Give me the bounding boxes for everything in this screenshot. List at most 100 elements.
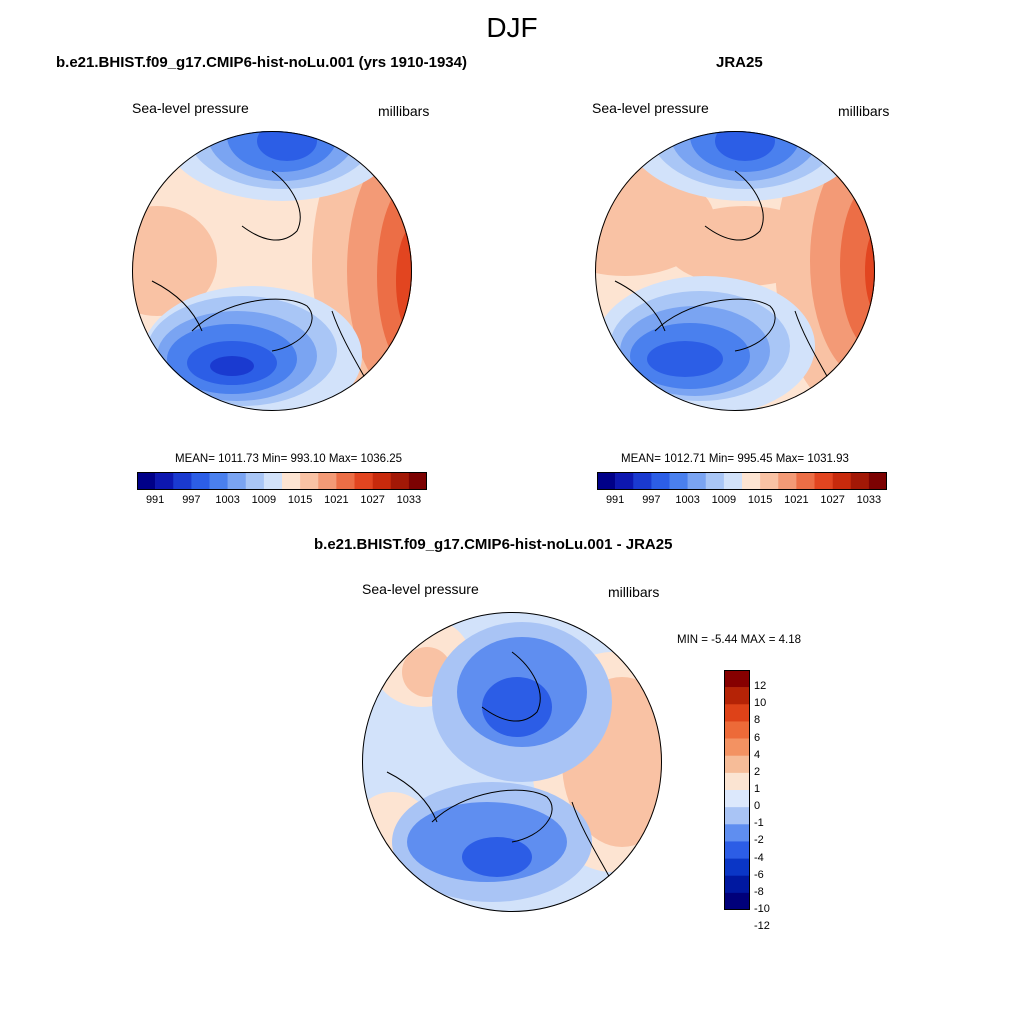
colorbar-labels-model: 991 997 1003 1009 1015 1021 1027 1033: [137, 494, 427, 508]
colorbar-swatch: [282, 472, 301, 490]
colorbar-swatch: [724, 704, 750, 722]
colorbar-diff: [724, 670, 750, 910]
colorbar-tick-label: 10: [754, 697, 767, 710]
colorbar-swatch: [724, 772, 750, 791]
colorbar-tick-label: 1021: [784, 494, 809, 506]
colorbar-swatch: [227, 472, 247, 490]
colorbar-swatch: [724, 841, 750, 859]
colorbar-swatch: [687, 472, 707, 490]
colorbar-swatch: [615, 472, 634, 490]
colorbar-swatch: [173, 472, 192, 490]
colorbar-swatch: [778, 472, 797, 490]
colorbar-tick-label: -1: [754, 817, 764, 830]
colorbar-swatch: [263, 472, 283, 490]
colorbar-border: [597, 472, 887, 490]
colorbar-swatch: [408, 472, 427, 490]
variable-label-model: Sea-level pressure: [132, 100, 249, 116]
colorbar-tick-label: 8: [754, 714, 761, 727]
colorbar-swatch: [597, 472, 616, 490]
polar-map-model: [132, 131, 412, 411]
stats-model: MEAN= 1011.73 Min= 993.10 Max= 1036.25: [175, 453, 403, 465]
colorbar-swatch: [742, 472, 761, 490]
colorbar-swatch: [723, 472, 743, 490]
figure-title: DJF: [486, 12, 538, 43]
colorbar-swatch: [724, 790, 750, 808]
colorbar-tick-label: 2: [754, 765, 761, 778]
colorbar-border: [137, 472, 427, 490]
stats-diff: MIN = -5.44 MAX = 4.18: [677, 634, 802, 646]
colorbar-swatch: [372, 472, 392, 490]
colorbar-swatch: [724, 687, 750, 705]
colorbar-tick-label: -6: [754, 868, 764, 881]
colorbar-swatch: [724, 892, 750, 910]
colorbar-tick-label: 0: [754, 800, 761, 813]
colorbar-tick-label: 991: [605, 494, 625, 506]
colorbar-labels-diff: 12 10 8 6 4 2 1 0 -1 -2 -4 -6 -8 -10 -12: [754, 670, 794, 932]
colorbar-swatch: [669, 472, 688, 490]
colorbar-tick-label: 1: [754, 783, 761, 795]
colorbar-swatch: [760, 472, 779, 490]
colorbar-tick-label: -4: [754, 851, 764, 864]
colorbar-swatch: [796, 472, 815, 490]
polar-map-diff: [362, 612, 662, 912]
variable-label-diff: Sea-level pressure: [362, 581, 479, 597]
panel-title-obs: JRA25: [716, 54, 763, 71]
polar-map-obs: [595, 131, 875, 411]
colorbar-swatch: [724, 721, 750, 739]
colorbar-border: [724, 670, 750, 910]
colorbar-tick-label: 1021: [324, 494, 349, 506]
colorbar-tick-label: 1003: [215, 494, 240, 506]
colorbar-swatch: [137, 472, 156, 490]
colorbar-swatch: [651, 472, 670, 490]
colorbar-swatch: [245, 472, 265, 490]
colorbar-tick-label: 1009: [251, 494, 277, 506]
colorbar-swatch: [868, 472, 887, 490]
colorbar-model: [137, 472, 427, 490]
colorbar-tick-label: -10: [754, 903, 770, 915]
colorbar-swatch: [209, 472, 228, 490]
units-label-diff: millibars: [608, 584, 660, 600]
colorbar-labels-obs: 991 997 1003 1009 1015 1021 1027 1033: [597, 494, 887, 508]
colorbar-tick-label: 1027: [820, 494, 845, 506]
units-label-obs: millibars: [838, 103, 890, 119]
colorbar-tick-label: 991: [145, 494, 165, 506]
colorbar-swatch: [724, 875, 750, 894]
colorbar-tick-label: 1003: [675, 494, 700, 506]
colorbar-tick-label: -8: [754, 885, 764, 898]
colorbar-swatch: [318, 472, 337, 490]
colorbar-swatch: [705, 472, 725, 490]
colorbar-swatch: [354, 472, 373, 490]
colorbar-swatch: [724, 738, 750, 757]
colorbar-tick-label: 4: [754, 748, 761, 761]
colorbar-tick-label: 1033: [856, 494, 882, 506]
colorbar-tick-label: 997: [642, 494, 661, 506]
colorbar-swatch: [390, 472, 410, 490]
colorbar-swatch: [724, 807, 750, 825]
colorbar-tick-label: 997: [182, 494, 201, 506]
colorbar-swatch: [832, 472, 852, 490]
colorbar-swatch: [724, 670, 750, 688]
colorbar-swatch: [814, 472, 833, 490]
colorbar-swatch: [724, 755, 750, 774]
colorbar-swatch: [724, 824, 750, 842]
units-label-model: millibars: [378, 103, 430, 119]
colorbar-tick-label: 1009: [711, 494, 737, 506]
panel-title-diff: b.e21.BHIST.f09_g17.CMIP6-hist-noLu.001 …: [314, 536, 673, 553]
colorbar-tick-label: 6: [754, 731, 761, 744]
colorbar-swatch: [724, 858, 750, 877]
colorbar-tick-label: -12: [754, 920, 770, 933]
stats-obs: MEAN= 1012.71 Min= 995.45 Max= 1031.93: [621, 453, 849, 465]
colorbar-tick-label: 1015: [287, 494, 313, 506]
colorbar-swatch: [300, 472, 319, 490]
colorbar-tick-label: 12: [754, 680, 767, 693]
colorbar-swatch: [633, 472, 652, 490]
colorbar-tick-label: -2: [754, 834, 764, 847]
colorbar-swatch: [850, 472, 870, 490]
panel-title-model: b.e21.BHIST.f09_g17.CMIP6-hist-noLu.001 …: [56, 54, 467, 71]
variable-label-obs: Sea-level pressure: [592, 100, 709, 116]
colorbar-tick-label: 1027: [360, 494, 385, 506]
colorbar-swatch: [336, 472, 355, 490]
colorbar-swatch: [155, 472, 174, 490]
colorbar-obs: [597, 472, 887, 490]
colorbar-swatch: [191, 472, 210, 490]
